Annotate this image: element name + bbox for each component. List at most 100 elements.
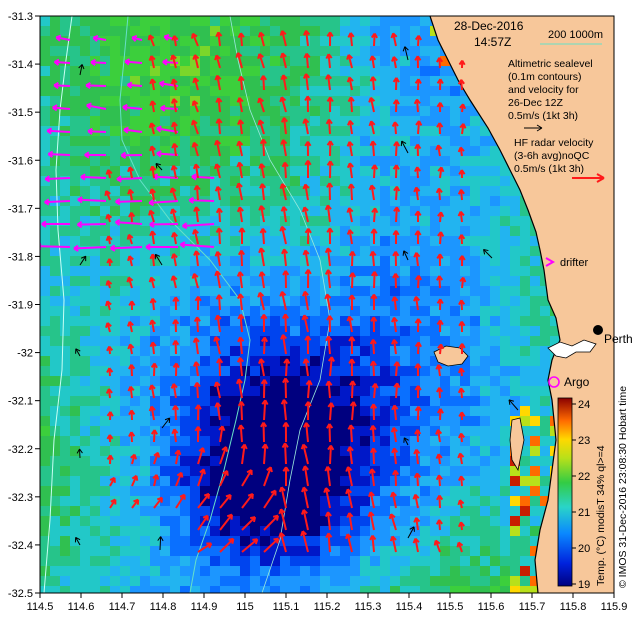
hf-vector	[237, 119, 245, 135]
hf-vector	[148, 55, 156, 69]
altimetry-vector	[114, 218, 143, 226]
hf-vector	[191, 32, 199, 47]
hf-vector	[326, 160, 334, 179]
hf-vector	[301, 290, 309, 311]
depth-legend-label: 200 1000m	[548, 29, 603, 41]
hf-vector	[191, 100, 199, 113]
hf-vector	[127, 166, 135, 179]
altimetry-vector	[188, 196, 215, 204]
hf-vector	[126, 276, 134, 289]
x-tick-label: 114.5	[27, 601, 54, 613]
hf-vector	[105, 169, 113, 179]
hf-vector	[305, 379, 313, 399]
hf-vector	[325, 118, 333, 135]
hf-vector	[458, 299, 466, 311]
altimetry-vector	[116, 175, 143, 183]
hf-vector	[257, 53, 265, 69]
drifter-vector	[400, 140, 409, 154]
hf-vector	[105, 213, 113, 223]
x-tick-label: 114.8	[150, 601, 177, 613]
hf-vector	[191, 119, 199, 135]
drifter-legend-label: drifter	[560, 257, 588, 269]
altimetry-legend-line-3: and velocity for	[508, 84, 579, 96]
hf-vector	[392, 469, 400, 487]
hf-vector	[215, 207, 223, 223]
hf-vector	[326, 227, 334, 245]
hf-vector	[150, 429, 158, 443]
colorbar-tick-label: 19	[578, 579, 590, 591]
hf-vector	[237, 424, 245, 443]
hf-vector	[304, 401, 312, 421]
hf-vector	[415, 275, 423, 289]
altimetry-vector	[181, 222, 215, 230]
map-time: 14:57Z	[474, 35, 511, 49]
hf-vector	[257, 291, 265, 311]
hf-vector	[326, 315, 334, 333]
hf-vector	[436, 102, 444, 113]
hf-vector	[279, 290, 287, 311]
y-axis-ticks: -31.3 -31.4 -31.5 -31.6 -31.7 -31.8 -31.9 -32 -3…	[8, 11, 40, 600]
drifter-vector	[508, 399, 519, 411]
hf-vector	[391, 447, 399, 465]
hf-vector	[193, 250, 201, 267]
hf-vector	[370, 316, 378, 333]
hf-vector	[325, 53, 333, 69]
hf-vector	[259, 228, 267, 245]
hf-vector	[370, 271, 378, 289]
hf-vector	[435, 453, 443, 465]
x-tick-label: 115.7	[519, 601, 546, 613]
hf-vector	[171, 428, 179, 443]
hf-vector	[237, 336, 245, 355]
hf-vector	[149, 341, 157, 355]
altimetry-vector	[76, 221, 107, 229]
colorbar-tick-label: 20	[578, 543, 590, 555]
altimetry-vector	[131, 35, 143, 42]
y-tick-label: -31.3	[8, 11, 33, 23]
drifter-legend-icon	[545, 257, 556, 267]
hf-vector	[106, 454, 114, 465]
imos-credit: © IMOS 31-Dec-2016 23:08:30 Hobart time	[617, 386, 629, 588]
hf-vector	[302, 358, 310, 377]
hf-vector	[393, 185, 401, 201]
hf-vector	[194, 404, 202, 421]
hf-vector	[105, 300, 112, 311]
hf-vector	[172, 296, 180, 311]
hf-vector	[413, 448, 421, 465]
hf-vector	[219, 469, 229, 487]
x-axis-ticks: 114.5 114.6 114.7 114.8 114.9 115 115.1 115.2 11…	[27, 593, 627, 613]
hf-vector	[436, 298, 444, 311]
drifter-vector	[79, 255, 87, 266]
hf-vector	[109, 476, 116, 487]
hf-vector	[324, 511, 332, 531]
hf-vector	[197, 447, 206, 465]
hf-vector	[280, 74, 288, 91]
hf-vector	[215, 97, 223, 113]
hf-vector	[213, 163, 221, 179]
drifter-vector	[402, 46, 409, 61]
hf-vector	[437, 166, 445, 179]
hf-vector	[148, 209, 155, 223]
hf-vector	[106, 411, 114, 421]
altimetry-vector	[44, 175, 71, 183]
drifter-vector	[403, 437, 409, 446]
hf-vector	[371, 382, 379, 399]
hf-vector	[302, 249, 310, 267]
colorbar-ticks: 24 23 22 21 20 19	[572, 399, 590, 591]
drifter-vector	[483, 248, 493, 259]
hf-vector	[371, 164, 379, 179]
altimetry-vector	[53, 81, 71, 90]
hf-vector	[170, 121, 178, 135]
hf-vector	[258, 247, 266, 267]
hf-vector	[171, 231, 178, 245]
hf-vector	[371, 207, 379, 223]
hf-vector	[348, 336, 356, 355]
hf-vector	[346, 76, 354, 91]
hf-vector	[368, 120, 376, 135]
hf-vector	[147, 34, 155, 47]
hf-vector	[215, 294, 223, 311]
hf-vector	[261, 336, 269, 355]
hf-vector	[346, 207, 354, 223]
hf-vector	[106, 345, 114, 355]
hf-vector	[282, 270, 290, 289]
hf-vector	[348, 358, 356, 377]
